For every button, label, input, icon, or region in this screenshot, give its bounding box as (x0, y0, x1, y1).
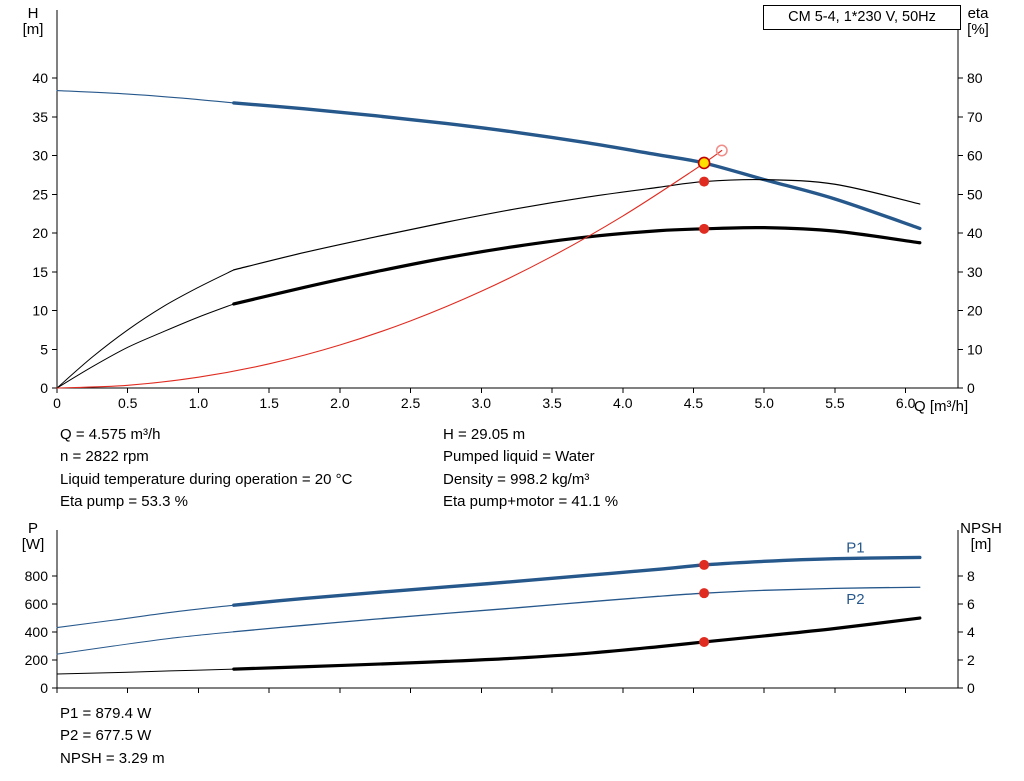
eta-pump-curve (233, 178, 921, 271)
tick-label: 3.5 (542, 395, 562, 411)
duty-point-eta-pump-motor (699, 223, 710, 234)
tick-label: 10 (967, 341, 983, 357)
tick-label: 1.5 (259, 395, 279, 411)
eta-pump-lowflow (56, 269, 235, 389)
tick-label: 25 (32, 186, 48, 202)
tick-label: 4.0 (613, 395, 633, 411)
eta-axis-label: eta [%] (952, 6, 1004, 38)
info-npsh: NPSH = 3.29 m (60, 749, 165, 767)
tick-label: 2.5 (401, 395, 421, 411)
tick-label: 50 (967, 186, 983, 202)
tick-label: 4 (967, 624, 975, 640)
head-curve-lowflow (56, 90, 235, 104)
duty-info-right-column: H = 29.05 m Pumped liquid = Water Densit… (443, 424, 618, 514)
duty-point-npsh (699, 636, 710, 647)
npsh-axis-label-symbol: NPSH (960, 520, 1002, 537)
tick-label: 40 (967, 225, 983, 241)
head-curve (232, 101, 922, 231)
tick-label: 20 (967, 303, 983, 319)
eta-axis-label-symbol: eta (967, 5, 989, 22)
p1-curve-lowflow (56, 604, 235, 629)
tick-label: 80 (967, 70, 983, 86)
tick-label: 0.5 (118, 395, 138, 411)
tick-label: 20 (32, 225, 48, 241)
head-axis-label-unit: [m] (22, 21, 44, 38)
info-speed: n = 2822 rpm (60, 448, 149, 466)
p2-curve-lowflow (56, 631, 235, 655)
tick-label: 40 (32, 70, 48, 86)
duty-point-p2 (699, 588, 710, 599)
info-eta-pump-motor: Eta pump+motor = 41.1 % (443, 493, 619, 511)
info-flow: Q = 4.575 m³/h (60, 426, 161, 443)
p2-series-label: P2 (846, 591, 864, 608)
tick-label: 30 (967, 264, 983, 280)
tick-label: 15 (32, 264, 48, 280)
tick-label: 3.0 (472, 395, 492, 411)
tick-label: 6.0 (896, 395, 916, 411)
unclipped-duty-point-circle (715, 144, 728, 157)
power-axis-label-unit: [W] (21, 536, 45, 553)
p1-curve (232, 555, 922, 607)
tick-label: 600 (25, 596, 49, 612)
tick-label: 4.5 (684, 395, 704, 411)
tick-label: 200 (25, 652, 49, 668)
duty-point-p1 (699, 559, 710, 570)
axis-frame (52, 10, 963, 393)
tick-label: 5.0 (754, 395, 774, 411)
tick-label: 8 (967, 568, 975, 584)
npsh-axis-label: NPSH [m] (950, 521, 1012, 553)
tick-label: 5 (40, 341, 48, 357)
tick-label: 35 (32, 109, 48, 125)
tick-label: 2 (967, 652, 975, 668)
chart-panel-1: 0 200 400 600 800 0 2 4 6 8 P1 P2 (25, 530, 975, 696)
head-axis-label-symbol: H (27, 5, 39, 22)
pump-title-box: CM 5-4, 1*230 V, 50Hz (763, 5, 961, 30)
flow-axis-label: Q [m³/h] (914, 398, 969, 415)
duty-point-eta-pump (699, 176, 710, 187)
info-p1: P1 = 879.4 W (60, 705, 152, 722)
tick-label: 70 (967, 109, 983, 125)
info-density: Density = 998.2 kg/m³ (443, 470, 590, 488)
tick-label: 2.0 (330, 395, 350, 411)
p2-curve (233, 586, 921, 633)
tick-label: 0 (53, 395, 61, 411)
tick-label: 0 (967, 380, 975, 396)
eta-pump-motor-curve (232, 225, 922, 306)
power-axis-label-symbol: P (27, 520, 38, 537)
npsh-curve (232, 616, 922, 671)
info-liquid-temperature: Liquid temperature during operation = 20… (60, 470, 353, 488)
system-curve (56, 149, 723, 389)
tick-label: 400 (25, 624, 49, 640)
tick-label: 10 (32, 303, 48, 319)
npsh-curve-lowflow (56, 668, 235, 675)
eta-axis-label-unit: [%] (967, 21, 989, 38)
eta-pump-motor-lowflow (56, 303, 235, 389)
tick-label: 60 (967, 148, 983, 164)
info-eta-pump: Eta pump = 53.3 % (60, 493, 188, 511)
tick-label: 5.5 (825, 395, 845, 411)
tick-label: 1.0 (189, 395, 209, 411)
duty-point-head (697, 156, 711, 170)
info-pumped-liquid: Pumped liquid = Water (443, 448, 595, 466)
axis-frame (52, 530, 963, 693)
power-axis-label: P [W] (11, 521, 55, 553)
tick-label: 6 (967, 596, 975, 612)
info-p2: P2 = 677.5 W (60, 727, 152, 745)
npsh-axis-label-unit: [m] (970, 536, 992, 553)
duty-info-left-column: Q = 4.575 m³/h n = 2822 rpm Liquid tempe… (60, 424, 352, 514)
tick-label: 30 (32, 148, 48, 164)
tick-label: 0 (967, 680, 975, 696)
tick-label: 0 (40, 380, 48, 396)
tick-label: 800 (25, 568, 49, 584)
info-head: H = 29.05 m (443, 426, 526, 443)
power-info-column: P1 = 879.4 W P2 = 677.5 W NPSH = 3.29 m (60, 703, 165, 770)
tick-label: 0 (40, 680, 48, 696)
p1-series-label: P1 (846, 539, 864, 556)
head-axis-label: H [m] (11, 6, 55, 38)
chart-panel-0: 0 0.5 1.0 1.5 2.0 2.5 3.0 3.5 4.0 4.5 5.0 5.5 6.0 0 5 1… (32, 10, 983, 411)
